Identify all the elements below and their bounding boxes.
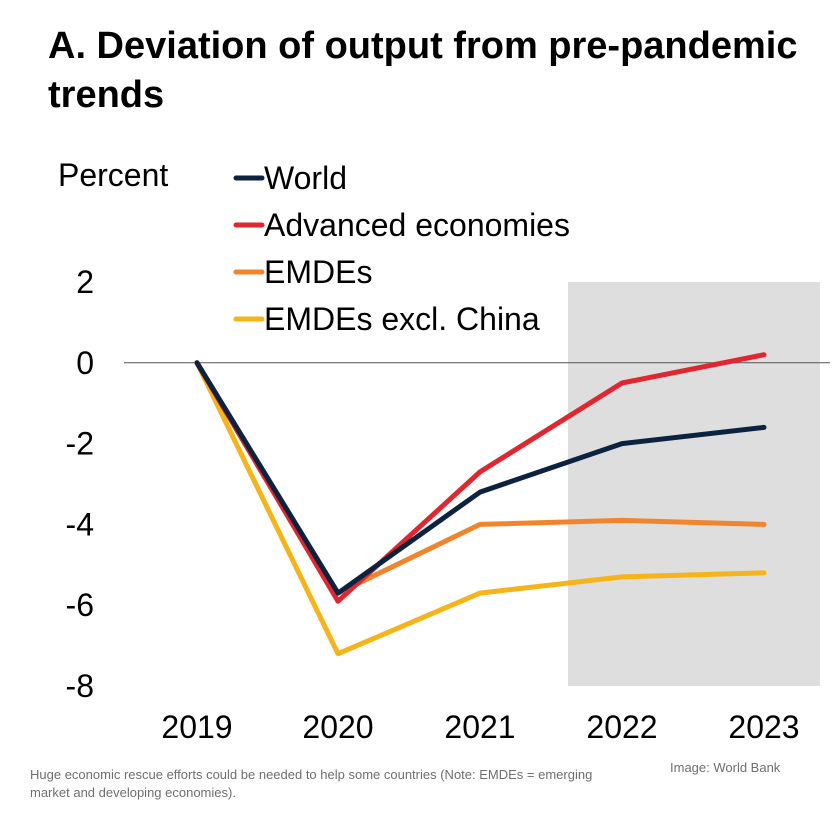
y-tick-label: -4 (66, 506, 94, 542)
series-line-emdes-excl-china (194, 360, 767, 657)
x-tick-label: 2019 (161, 709, 232, 745)
series-line-world (194, 360, 767, 596)
legend-label: EMDEs (264, 254, 372, 290)
chart-title: A. Deviation of output from pre-pandemic… (48, 25, 798, 116)
legend: World Advanced economies EMDEs EMDEs excl. … (233, 160, 570, 337)
legend-label: World (264, 160, 347, 196)
x-tick-label: 2020 (302, 709, 373, 745)
y-tick-label: -2 (66, 426, 94, 462)
x-tick-label: 2023 (728, 709, 799, 745)
series-lines (194, 352, 767, 657)
legend-label: EMDEs excl. China (264, 301, 540, 337)
y-tick-label: -6 (66, 587, 94, 623)
chart: Percent 20-2-4-6-8 2019 2020 2021 2022 2023 … (58, 157, 830, 745)
y-tick-label: 2 (76, 264, 94, 300)
image-credit: Image: World Bank (670, 760, 781, 775)
y-ticks: 2 0 -2 -4 -6 -8 (66, 264, 94, 704)
legend-label: Advanced economies (264, 207, 570, 243)
y-axis-label: Percent (58, 157, 168, 193)
y-tick-label: 0 (76, 345, 94, 381)
forecast-shading (568, 282, 820, 686)
x-tick-label: 2022 (586, 709, 657, 745)
series-line-advanced-economies (194, 352, 767, 604)
x-tick-label: 2021 (444, 709, 515, 745)
x-ticks: 2019 2020 2021 2022 2023 (161, 709, 799, 745)
caption: Huge economic rescue efforts could be ne… (30, 767, 593, 800)
y-tick-label: -8 (66, 668, 94, 704)
